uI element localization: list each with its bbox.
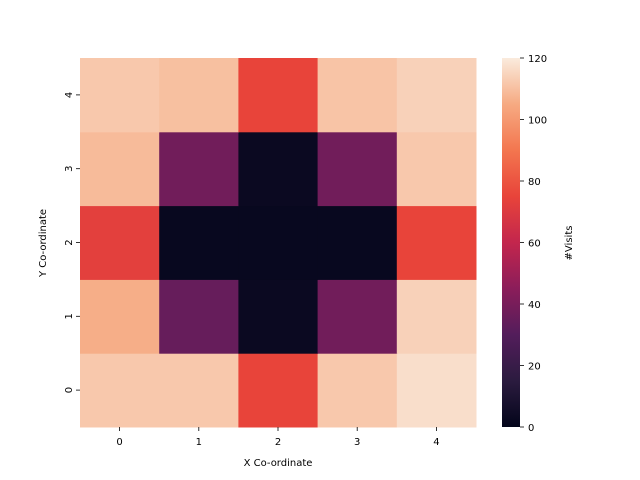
y-tick-label: 2: [64, 239, 75, 245]
x-tick-label: 4: [433, 437, 439, 448]
heatmap-cell-x2-y3: [238, 131, 319, 207]
heatmap-cell-x0-y2: [80, 205, 160, 280]
x-tick-label: 1: [196, 437, 202, 448]
heatmap-cell-x0-y1: [80, 279, 160, 354]
x-tick-label: 2: [275, 437, 281, 448]
heatmap-cell-x1-y0: [159, 353, 239, 428]
heatmap-cell-x3-y1: [317, 279, 398, 354]
colorbar-tick-label: 80: [528, 177, 541, 188]
heatmap-cell-x3-y4: [317, 58, 398, 133]
heatmap-cell-x1-y3: [159, 131, 239, 207]
y-tick-label: 3: [64, 166, 75, 172]
y-tick-label: 4: [64, 92, 75, 98]
heatmap-cell-x4-y3: [396, 131, 477, 207]
colorbar-ticks: 0 20 40 60 80 100 120: [520, 54, 547, 434]
heatmap-cell-x4-y1: [396, 279, 477, 354]
x-tick-label: 3: [354, 437, 360, 448]
heatmap-cell-x3-y2: [317, 205, 398, 280]
colorbar-tick-label: 100: [528, 116, 547, 127]
y-axis-title: Y Co-ordinate: [38, 209, 49, 278]
y-axis: 0 1 2 3 4: [64, 92, 80, 393]
heatmap-cell-x2-y1: [238, 279, 319, 354]
colorbar-tick-label: 60: [528, 239, 541, 250]
heatmap-cell-x1-y1: [159, 279, 239, 354]
heatmap-cell-x3-y0: [317, 353, 398, 428]
heatmap-cell-x2-y4: [238, 58, 319, 133]
heatmap-cell-x1-y2: [159, 205, 239, 280]
colorbar-tick-label: 40: [528, 300, 541, 311]
x-axis-title: X Co-ordinate: [244, 458, 313, 469]
heatmap-cell-x3-y3: [317, 131, 398, 207]
heatmap-cell-x0-y0: [80, 353, 160, 428]
x-tick-label: 0: [116, 437, 122, 448]
colorbar: [502, 58, 520, 427]
heatmap-cells: [80, 58, 477, 428]
colorbar-tick-label: 0: [528, 423, 534, 434]
x-axis: 0 1 2 3 4: [116, 427, 440, 448]
heatmap-cell-x1-y4: [159, 58, 239, 133]
heatmap-cell-x4-y0: [396, 353, 477, 428]
heatmap-cell-x4-y4: [396, 58, 477, 133]
y-tick-label: 1: [64, 313, 75, 319]
colorbar-tick-label: 120: [528, 54, 547, 65]
heatmap-cell-x2-y2: [238, 205, 319, 280]
heatmap-cell-x4-y2: [396, 205, 477, 280]
colorbar-tick-label: 20: [528, 362, 541, 373]
colorbar-label: #Visits: [564, 226, 575, 261]
heatmap-cell-x2-y0: [238, 353, 319, 428]
y-tick-label: 0: [64, 387, 75, 393]
heatmap-cell-x0-y3: [80, 131, 160, 207]
heatmap-cell-x0-y4: [80, 58, 160, 133]
